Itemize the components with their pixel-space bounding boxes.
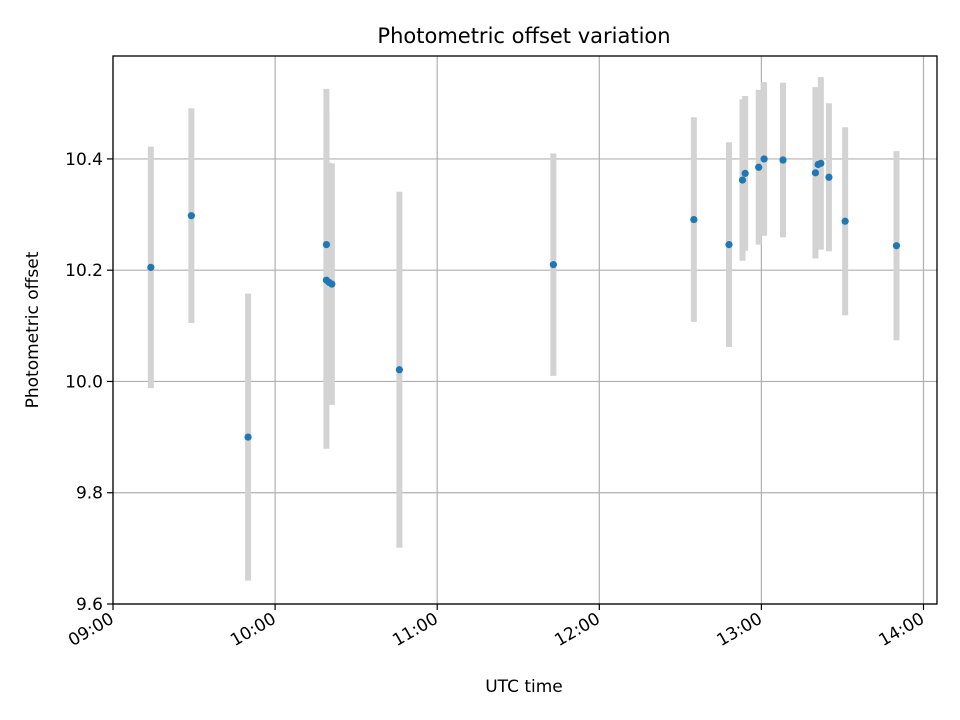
data-point bbox=[817, 159, 825, 167]
data-point bbox=[841, 217, 849, 225]
data-point bbox=[738, 176, 747, 184]
data-point bbox=[395, 366, 403, 374]
chart-title: Photometric offset variation bbox=[377, 24, 670, 48]
y-tick-label: 10.2 bbox=[65, 261, 103, 281]
data-point bbox=[690, 215, 698, 224]
data-points bbox=[147, 155, 901, 441]
x-tick-label: 11:00 bbox=[389, 609, 441, 651]
data-point bbox=[825, 173, 833, 181]
data-point bbox=[779, 156, 787, 164]
x-tick-label: 12:00 bbox=[551, 609, 603, 651]
y-tick-label: 9.6 bbox=[76, 595, 103, 615]
data-point bbox=[147, 263, 155, 272]
y-tick-label: 9.8 bbox=[76, 484, 103, 504]
y-tick-label: 10.4 bbox=[65, 150, 103, 170]
data-point bbox=[187, 212, 195, 220]
data-point bbox=[811, 169, 820, 177]
data-point bbox=[549, 261, 557, 269]
data-point bbox=[892, 242, 901, 250]
data-point bbox=[322, 241, 331, 249]
axis-ticks: 09:00 10:00 11:00 12:00 13:00 14:00 9.6 9.8 10.0… bbox=[65, 150, 928, 651]
data-point bbox=[755, 163, 763, 171]
x-tick-label: 09:00 bbox=[65, 609, 117, 651]
x-tick-label: 13:00 bbox=[713, 609, 765, 651]
y-axis-title: Photometric offset bbox=[23, 251, 43, 408]
data-point bbox=[244, 433, 252, 441]
data-point bbox=[760, 155, 768, 163]
x-tick-label: 14:00 bbox=[876, 609, 928, 651]
data-point bbox=[741, 169, 749, 177]
x-axis-title: UTC time bbox=[485, 677, 563, 697]
plot-frame bbox=[112, 55, 938, 605]
data-point bbox=[725, 241, 733, 249]
x-tick-label: 10:00 bbox=[227, 609, 279, 651]
data-point bbox=[328, 280, 336, 288]
y-tick-label: 10.0 bbox=[65, 372, 103, 392]
error-bars bbox=[147, 77, 900, 581]
